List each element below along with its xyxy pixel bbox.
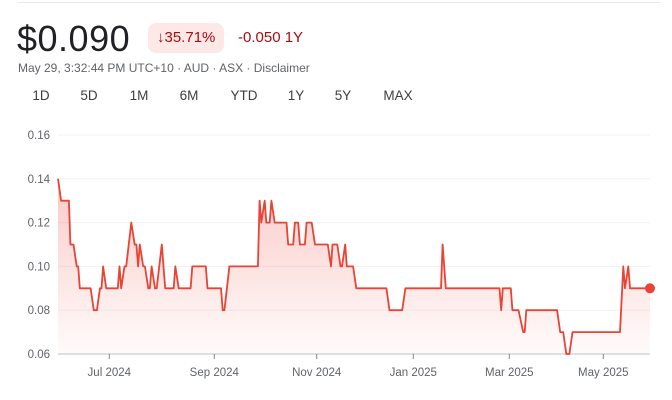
tab-5d[interactable]: 5D [80, 88, 98, 103]
tab-ytd[interactable]: YTD [230, 88, 258, 103]
tab-1y[interactable]: 1Y [287, 88, 305, 103]
change-value: -0.050 1Y [238, 29, 304, 46]
current-price: $0.090 [17, 18, 131, 59]
tab-5y[interactable]: 5Y [334, 88, 352, 103]
y-tick-label: 0.06 [28, 349, 50, 361]
x-tick-label: Nov 2024 [292, 367, 342, 379]
y-tick-label: 0.10 [28, 261, 50, 273]
x-tick-label: Sep 2024 [190, 367, 240, 379]
y-tick-label: 0.14 [28, 174, 51, 186]
change-percent-badge: ↓35.71% [148, 23, 225, 53]
tab-1m[interactable]: 1M [129, 88, 149, 103]
tab-1d[interactable]: 1D [32, 88, 50, 103]
x-tick-label: Jul 2024 [88, 367, 132, 379]
top-divider [18, 2, 660, 3]
x-tick-label: Mar 2025 [485, 367, 534, 379]
tab-6m[interactable]: 6M [179, 88, 199, 103]
quote-subtitle: May 29, 3:32:44 PM UTC+10 · AUD · ASX · … [18, 61, 310, 75]
x-tick-label: Jan 2025 [390, 367, 437, 379]
x-tick-label: May 2025 [578, 367, 629, 379]
change-percent: 35.71% [164, 29, 216, 46]
price-line [57, 178, 650, 355]
last-price-dot [645, 283, 655, 294]
y-tick-label: 0.12 [28, 218, 50, 230]
y-tick-label: 0.16 [28, 130, 50, 142]
y-tick-label: 0.08 [28, 305, 50, 317]
arrow-down-icon: ↓ [157, 29, 165, 46]
tab-max[interactable]: MAX [383, 88, 413, 103]
